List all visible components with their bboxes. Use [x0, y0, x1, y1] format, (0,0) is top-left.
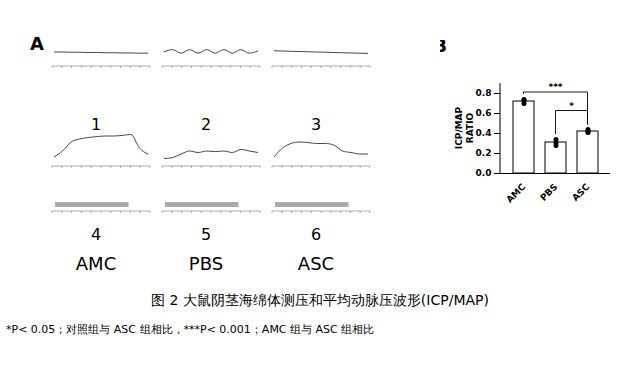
svg-text:5: 5 — [201, 225, 211, 244]
svg-text:ICP/MAPRATIO: ICP/MAPRATIO — [454, 106, 475, 149]
svg-text:***: *** — [548, 82, 562, 92]
svg-text:B: B — [440, 40, 447, 56]
svg-text:0.6: 0.6 — [476, 108, 492, 118]
svg-text:3: 3 — [311, 115, 321, 134]
svg-text:0.4: 0.4 — [476, 128, 492, 138]
svg-text:4: 4 — [91, 225, 101, 244]
svg-text:AMC: AMC — [76, 253, 116, 274]
svg-text:2: 2 — [201, 115, 211, 134]
svg-text:1: 1 — [91, 115, 101, 134]
html-text:图 2 大鼠阴茎海绵体测压和平均动脉压波形(ICP/MAP): 图 2 大鼠阴茎海绵体测压和平均动脉压波形(ICP/MAP) — [151, 292, 489, 308]
html-text:*P< 0.05；对照组与 ASC 组相比，***P< 0.: *P< 0.05；对照组与 ASC 组相比，***P< 0.001；AMC 组与… — [6, 323, 375, 336]
svg-text:PBS: PBS — [538, 182, 559, 203]
svg-text:AMC: AMC — [504, 181, 527, 204]
svg-text:PBS: PBS — [189, 253, 223, 274]
svg-text:6: 6 — [311, 225, 321, 244]
svg-text:*: * — [569, 101, 574, 111]
svg-text:0.0: 0.0 — [476, 168, 492, 178]
svg-text:0.2: 0.2 — [476, 148, 492, 158]
svg-text:ASC: ASC — [298, 253, 334, 274]
svg-text:0.8: 0.8 — [476, 88, 492, 98]
svg-text:A: A — [30, 33, 44, 54]
svg-text:ASC: ASC — [570, 181, 592, 203]
